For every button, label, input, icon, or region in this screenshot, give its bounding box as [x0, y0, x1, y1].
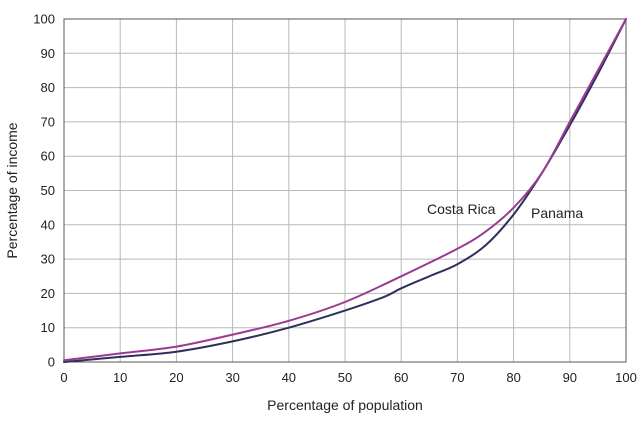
x-tick-label: 50 — [338, 370, 352, 385]
x-tick-label: 80 — [506, 370, 520, 385]
x-tick-label: 60 — [394, 370, 408, 385]
y-tick-label: 20 — [41, 286, 55, 301]
y-tick-label: 90 — [41, 46, 55, 61]
y-tick-label: 80 — [41, 80, 55, 95]
plot-area-frame — [63, 18, 627, 363]
x-tick-label: 10 — [113, 370, 127, 385]
x-tick-label: 20 — [169, 370, 183, 385]
y-tick-label: 60 — [41, 149, 55, 164]
y-tick-label: 30 — [41, 252, 55, 267]
x-tick-label: 100 — [615, 370, 637, 385]
x-tick-label: 0 — [60, 370, 67, 385]
x-tick-label: 90 — [563, 370, 577, 385]
y-tick-label: 10 — [41, 320, 55, 335]
x-tick-label: 40 — [282, 370, 296, 385]
y-tick-label: 50 — [41, 183, 55, 198]
y-tick-label: 100 — [33, 12, 55, 27]
y-tick-label: 40 — [41, 217, 55, 232]
y-tick-label: 70 — [41, 114, 55, 129]
y-axis-title: Percentage of income — [4, 122, 20, 258]
x-tick-label: 70 — [450, 370, 464, 385]
series-line-costa-rica — [63, 18, 627, 362]
x-axis-title: Percentage of population — [267, 397, 423, 413]
series-label-panama: Panama — [531, 205, 583, 221]
tick-labels: 0 10 20 30 40 50 60 70 80 90 100 0 10 20 30 40 50 60 70 80 9… — [33, 12, 637, 386]
y-tick-label: 0 — [48, 355, 55, 370]
x-tick-label: 30 — [225, 370, 239, 385]
series-lines — [63, 18, 627, 363]
series-label-costa-rica: Costa Rica — [427, 201, 496, 217]
